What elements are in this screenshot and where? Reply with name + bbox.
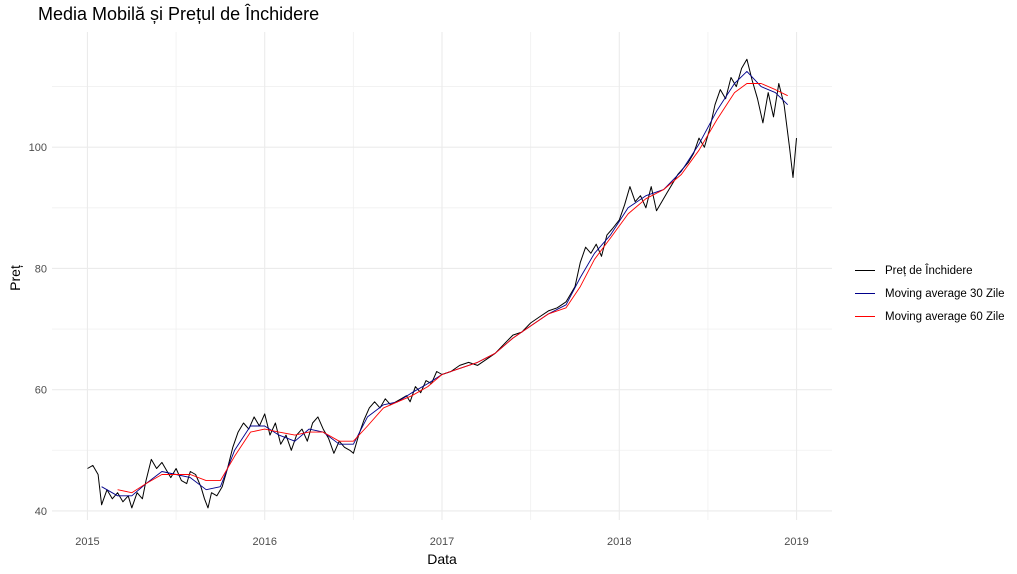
x-tick-label: 2018 xyxy=(607,536,631,548)
x-tick-label: 2017 xyxy=(430,536,454,548)
x-tick-labels: 2015 2016 2017 2018 2019 xyxy=(75,536,809,548)
grid xyxy=(52,32,832,520)
y-tick-label: 80 xyxy=(35,263,47,275)
legend-item-close: Preț de Închidere xyxy=(855,259,1005,282)
legend-item-ma60: Moving average 60 Zile xyxy=(855,305,1005,328)
legend: Preț de Închidere Moving average 30 Zile… xyxy=(855,259,1005,328)
series-line-ma30 xyxy=(101,70,789,497)
y-axis-title: Preț xyxy=(7,265,23,291)
x-tick-label: 2016 xyxy=(252,536,276,548)
x-tick-label: 2019 xyxy=(784,536,808,548)
legend-label-ma30: Moving average 30 Zile xyxy=(885,287,1005,300)
x-axis-title: Data xyxy=(427,551,457,567)
y-tick-labels: 40 60 80 100 xyxy=(29,142,47,518)
legend-key-ma30 xyxy=(855,293,875,294)
series-line-close xyxy=(87,58,797,509)
y-tick-label: 100 xyxy=(29,142,47,154)
chart-title: Media Mobilă și Prețul de Închidere xyxy=(38,4,320,24)
series-lines xyxy=(87,58,797,509)
legend-item-ma30: Moving average 30 Zile xyxy=(855,282,1005,305)
legend-label-ma60: Moving average 60 Zile xyxy=(885,310,1005,323)
x-tick-label: 2015 xyxy=(75,536,99,548)
legend-key-ma60 xyxy=(855,316,875,317)
series-line-ma60 xyxy=(117,83,788,494)
legend-key-close xyxy=(855,270,875,271)
y-tick-label: 40 xyxy=(35,506,47,518)
y-tick-label: 60 xyxy=(35,385,47,397)
legend-label-close: Preț de Închidere xyxy=(885,264,973,277)
